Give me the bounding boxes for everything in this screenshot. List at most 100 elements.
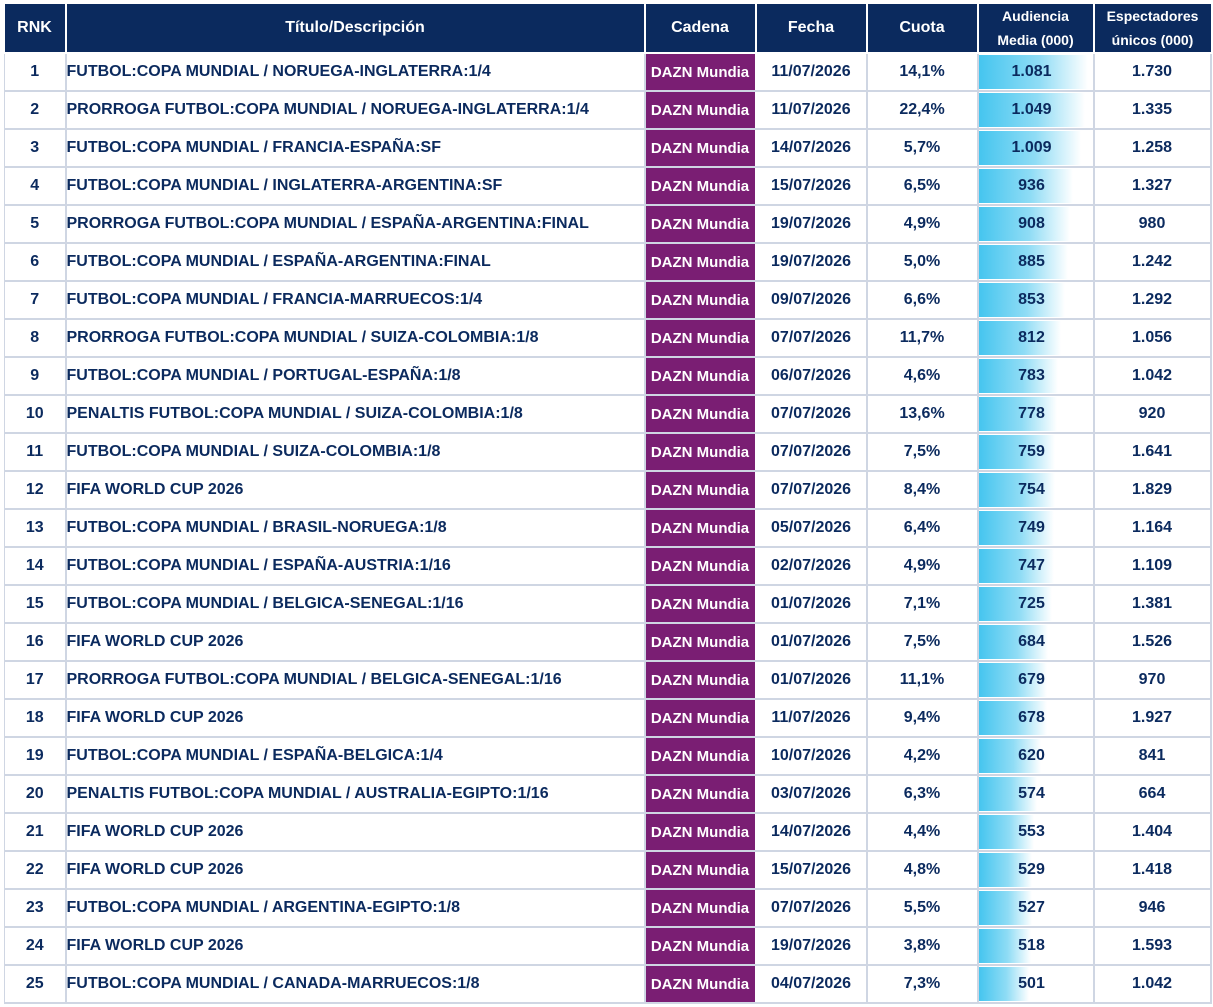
header-share[interactable]: Cuota	[866, 4, 979, 54]
audience-value: 527	[1018, 899, 1045, 916]
share-cell: 6,3%	[866, 775, 979, 814]
header-channel[interactable]: Cadena	[644, 4, 757, 54]
audience-bar-wrap: 749	[978, 511, 1092, 545]
table-row[interactable]: 13 FUTBOL:COPA MUNDIAL / BRASIL-NORUEGA:1…	[4, 509, 1212, 548]
header-title[interactable]: Título/Descripción	[65, 4, 646, 54]
audience-value: 936	[1018, 177, 1045, 194]
share-cell: 11,1%	[866, 661, 979, 700]
viewers-cell: 1.526	[1093, 623, 1212, 662]
date-cell: 07/07/2026	[755, 395, 868, 434]
table-row[interactable]: 4 FUTBOL:COPA MUNDIAL / INGLATERRA-ARGENT…	[4, 167, 1212, 206]
rank-cell: 4	[4, 167, 67, 206]
date-cell: 10/07/2026	[755, 737, 868, 776]
table-row[interactable]: 2 PRORROGA FUTBOL:COPA MUNDIAL / NORUEGA-…	[4, 91, 1212, 130]
table-row[interactable]: 22 FIFA WORLD CUP 2026 DAZN Mundia 15/07/20…	[4, 851, 1212, 890]
share-cell: 5,0%	[866, 243, 979, 282]
title-cell: FUTBOL:COPA MUNDIAL / FRANCIA-ESPAÑA:SF	[65, 129, 646, 168]
table-row[interactable]: 11 FUTBOL:COPA MUNDIAL / SUIZA-COLOMBIA:1…	[4, 433, 1212, 472]
audience-bar-wrap: 679	[978, 663, 1092, 697]
channel-cell: DAZN Mundia	[644, 623, 757, 662]
audience-bar-wrap: 747	[978, 549, 1092, 583]
audience-bar	[978, 207, 1071, 241]
header-date[interactable]: Fecha	[755, 4, 868, 54]
audience-cell: 1.081	[977, 53, 1095, 92]
audience-bar-wrap: 620	[978, 739, 1092, 773]
audience-cell: 678	[977, 699, 1095, 738]
viewers-cell: 980	[1093, 205, 1212, 244]
audience-cell: 853	[977, 281, 1095, 320]
title-cell: FIFA WORLD CUP 2026	[65, 927, 646, 966]
table-row[interactable]: 23 FUTBOL:COPA MUNDIAL / ARGENTINA-EGIPTO…	[4, 889, 1212, 928]
table-row[interactable]: 17 PRORROGA FUTBOL:COPA MUNDIAL / BELGICA…	[4, 661, 1212, 700]
header-audience[interactable]: Audiencia Media (000)	[977, 4, 1095, 54]
table-row[interactable]: 19 FUTBOL:COPA MUNDIAL / ESPAÑA-BELGICA:1…	[4, 737, 1212, 776]
table-row[interactable]: 1 FUTBOL:COPA MUNDIAL / NORUEGA-INGLATERR…	[4, 53, 1212, 92]
viewers-cell: 1.109	[1093, 547, 1212, 586]
viewers-cell: 1.593	[1093, 927, 1212, 966]
viewers-cell: 1.042	[1093, 965, 1212, 1004]
table-row[interactable]: 24 FIFA WORLD CUP 2026 DAZN Mundia 19/07/20…	[4, 927, 1212, 966]
audience-value: 725	[1018, 595, 1045, 612]
audience-bar	[978, 815, 1035, 849]
table-row[interactable]: 9 FUTBOL:COPA MUNDIAL / PORTUGAL-ESPAÑA:1…	[4, 357, 1212, 396]
title-cell: FIFA WORLD CUP 2026	[65, 699, 646, 738]
date-cell: 19/07/2026	[755, 927, 868, 966]
date-cell: 11/07/2026	[755, 53, 868, 92]
rank-cell: 8	[4, 319, 67, 358]
audience-bar-wrap: 853	[978, 283, 1092, 317]
audience-cell: 529	[977, 851, 1095, 890]
share-cell: 4,6%	[866, 357, 979, 396]
rank-cell: 18	[4, 699, 67, 738]
audience-bar-wrap: 1.081	[978, 55, 1092, 89]
date-cell: 07/07/2026	[755, 319, 868, 358]
audience-value: 678	[1018, 709, 1045, 726]
table-row[interactable]: 7 FUTBOL:COPA MUNDIAL / FRANCIA-MARRUECOS…	[4, 281, 1212, 320]
audience-cell: 778	[977, 395, 1095, 434]
audience-value: 783	[1018, 367, 1045, 384]
title-cell: FIFA WORLD CUP 2026	[65, 813, 646, 852]
table-row[interactable]: 15 FUTBOL:COPA MUNDIAL / BELGICA-SENEGAL:…	[4, 585, 1212, 624]
date-cell: 15/07/2026	[755, 167, 868, 206]
rank-cell: 21	[4, 813, 67, 852]
share-cell: 7,5%	[866, 623, 979, 662]
audience-bar	[978, 663, 1048, 697]
title-cell: FIFA WORLD CUP 2026	[65, 471, 646, 510]
table-row[interactable]: 25 FUTBOL:COPA MUNDIAL / CANADA-MARRUECOS…	[4, 965, 1212, 1004]
channel-cell: DAZN Mundia	[644, 243, 757, 282]
table-row[interactable]: 16 FIFA WORLD CUP 2026 DAZN Mundia 01/07/20…	[4, 623, 1212, 662]
rank-cell: 24	[4, 927, 67, 966]
header-viewers[interactable]: Espectadores únicos (000)	[1093, 4, 1211, 54]
title-cell: FUTBOL:COPA MUNDIAL / NORUEGA-INGLATERRA…	[65, 53, 646, 92]
table-row[interactable]: 14 FUTBOL:COPA MUNDIAL / ESPAÑA-AUSTRIA:1…	[4, 547, 1212, 586]
table-row[interactable]: 8 PRORROGA FUTBOL:COPA MUNDIAL / SUIZA-CO…	[4, 319, 1212, 358]
table-row[interactable]: 20 PENALTIS FUTBOL:COPA MUNDIAL / AUSTRAL…	[4, 775, 1212, 814]
channel-cell: DAZN Mundia	[644, 471, 757, 510]
audience-bar	[978, 435, 1056, 469]
table-row[interactable]: 6 FUTBOL:COPA MUNDIAL / ESPAÑA-ARGENTINA:…	[4, 243, 1212, 282]
date-cell: 07/07/2026	[755, 471, 868, 510]
rank-cell: 10	[4, 395, 67, 434]
audience-value: 749	[1018, 519, 1045, 536]
title-cell: FUTBOL:COPA MUNDIAL / ESPAÑA-BELGICA:1/4	[65, 737, 646, 776]
audience-bar	[978, 169, 1074, 203]
table-row[interactable]: 10 PENALTIS FUTBOL:COPA MUNDIAL / SUIZA-C…	[4, 395, 1212, 434]
table-row[interactable]: 21 FIFA WORLD CUP 2026 DAZN Mundia 14/07/20…	[4, 813, 1212, 852]
table-row[interactable]: 18 FIFA WORLD CUP 2026 DAZN Mundia 11/07/20…	[4, 699, 1212, 738]
share-cell: 13,6%	[866, 395, 979, 434]
audience-cell: 620	[977, 737, 1095, 776]
title-cell: PRORROGA FUTBOL:COPA MUNDIAL / SUIZA-COL…	[65, 319, 646, 358]
audience-bar-wrap: 684	[978, 625, 1092, 659]
channel-cell: DAZN Mundia	[644, 433, 757, 472]
rank-cell: 16	[4, 623, 67, 662]
date-cell: 07/07/2026	[755, 433, 868, 472]
table-row[interactable]: 12 FIFA WORLD CUP 2026 DAZN Mundia 07/07/20…	[4, 471, 1212, 510]
table-row[interactable]: 5 PRORROGA FUTBOL:COPA MUNDIAL / ESPAÑA-A…	[4, 205, 1212, 244]
rank-cell: 6	[4, 243, 67, 282]
header-rank[interactable]: RNK	[4, 4, 67, 54]
audience-bar	[978, 511, 1055, 545]
date-cell: 19/07/2026	[755, 243, 868, 282]
table-row[interactable]: 3 FUTBOL:COPA MUNDIAL / FRANCIA-ESPAÑA:SF…	[4, 129, 1212, 168]
channel-cell: DAZN Mundia	[644, 395, 757, 434]
title-cell: FIFA WORLD CUP 2026	[65, 623, 646, 662]
audience-bar	[978, 55, 1088, 89]
